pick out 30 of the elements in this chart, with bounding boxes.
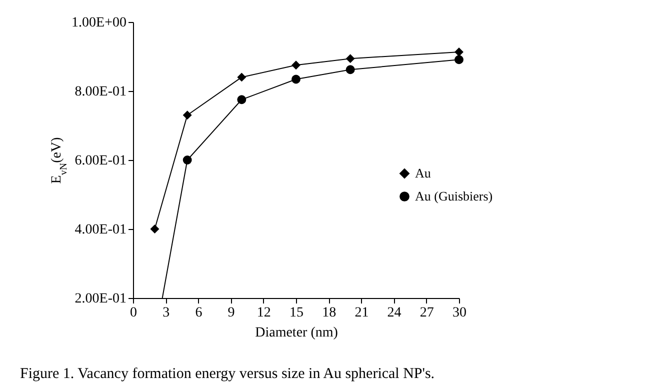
x-tick-label: 30 [452,306,466,320]
x-tick-label: 18 [322,306,336,320]
x-tick-label: 21 [354,306,369,320]
x-tick-label: 6 [195,306,202,320]
point [292,60,300,70]
point [292,74,300,84]
point [454,55,464,64]
x-tick-label: 15 [290,306,304,320]
legend-label: Au (Guisbiers) [415,188,493,204]
x-tick-label: 27 [420,306,434,320]
point [346,54,355,64]
point [346,65,355,74]
x-axis-title: Diameter (nm) [255,326,338,340]
point [182,156,192,164]
x-tick-label: 12 [256,306,271,320]
y-tick-label: 6.00E-01 [74,154,126,168]
x-tick-label: 9 [228,306,235,320]
point [150,224,160,234]
y-tick-label: 8.00E-01 [74,84,126,100]
point [237,95,246,104]
y-tick-label: 4.00E-01 [74,222,126,238]
y-tick-label: 2.00E-01 [74,292,126,306]
caption: Figure 1. Vacancy formation energy versus size in Au spherical NP's. [20,366,435,383]
legend-label: Au [415,166,432,180]
x-tick-label: 3 [162,306,170,320]
point [182,110,192,120]
x-tick-label: 24 [387,306,402,320]
y-tick-label: 1.00E+00 [72,16,126,30]
x-tick-label: 0 [130,306,137,320]
point [237,72,246,82]
